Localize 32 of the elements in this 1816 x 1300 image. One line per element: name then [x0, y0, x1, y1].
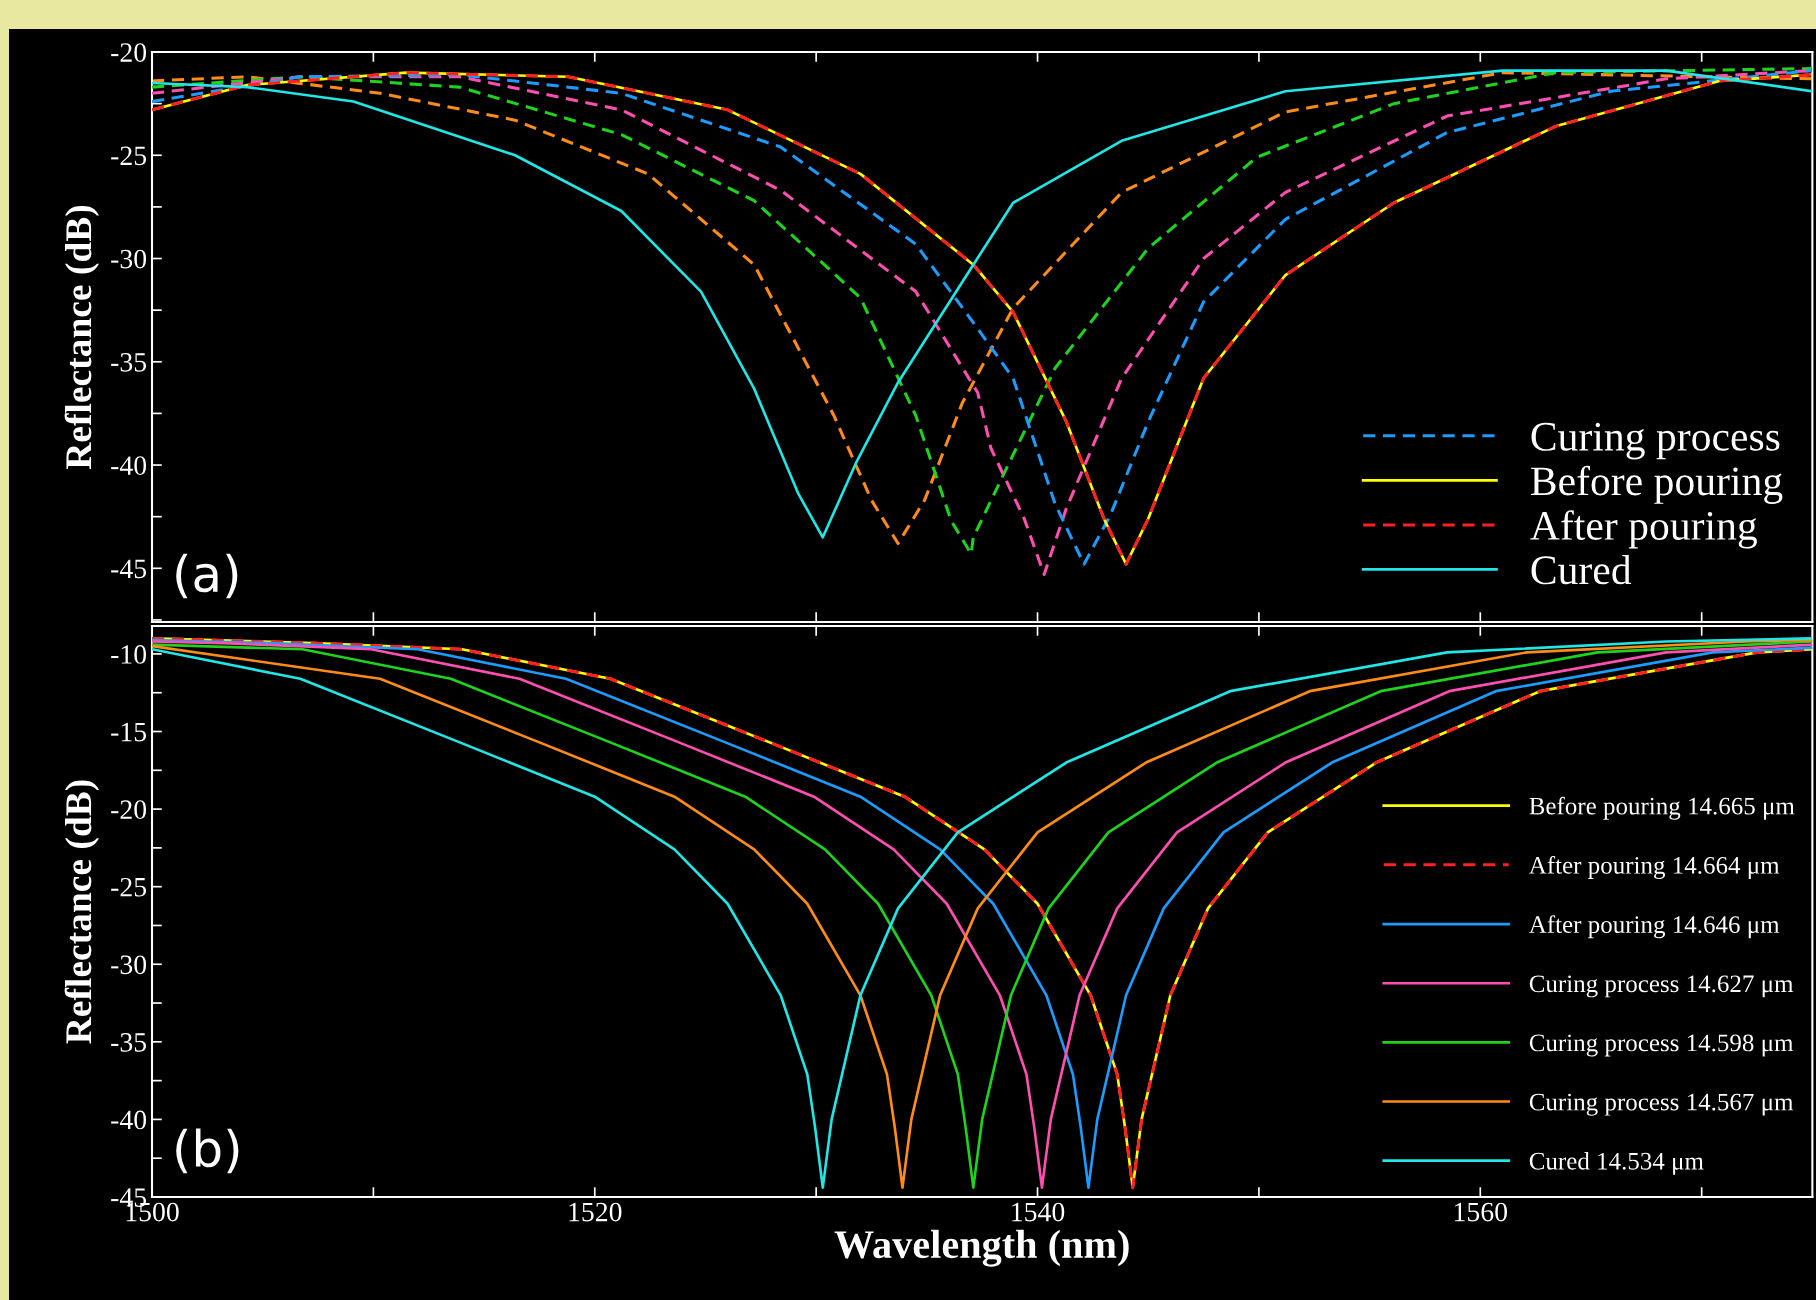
y-tick-label: -10	[111, 645, 147, 664]
legend-label: Curing process 14.598 μm	[1529, 1034, 1794, 1057]
legend-label: Curing process	[1531, 422, 1780, 460]
legend-label: Before pouring 14.665 μm	[1529, 796, 1795, 820]
y-axis-title: Reflectance (dB)	[64, 780, 99, 1044]
y-tick-label: -15	[111, 722, 147, 742]
y-tick-label: -40	[111, 1110, 147, 1130]
legend-label: Before pouring	[1531, 465, 1783, 504]
y-tick-label: -30	[111, 249, 147, 269]
y-tick-label: -30	[111, 955, 147, 975]
legend-label: After pouring 14.646 μm	[1528, 915, 1780, 939]
legend-label: After pouring	[1530, 510, 1757, 549]
y-tick-label: -25	[111, 146, 147, 166]
y-tick-label: -40	[111, 456, 147, 475]
legend-label: Curing process 14.567 μm	[1529, 1093, 1794, 1116]
legend-label: Cured 14.534 μm	[1529, 1152, 1704, 1175]
y-tick-label: -35	[111, 353, 147, 372]
y-axis-title: Reflectance (dB)	[64, 205, 99, 470]
y-tick-label: -35	[111, 1033, 147, 1052]
annotation: (b)	[176, 1128, 239, 1174]
legend-label: Cured	[1531, 555, 1632, 585]
x-tick-label: 1540	[1012, 1202, 1065, 1222]
x-axis-title: Wavelength (nm)	[834, 1229, 1129, 1267]
y-tick-label: -20	[111, 43, 147, 62]
annotation: (a)	[176, 553, 238, 599]
legend-label: After pouring 14.664 μm	[1528, 855, 1780, 879]
x-tick-label: 1560	[1454, 1202, 1508, 1222]
y-tick-label: -20	[111, 800, 147, 819]
x-tick-label: 1520	[569, 1202, 622, 1222]
legend-label: Curing process 14.627 μm	[1529, 975, 1794, 998]
y-tick-label: -45	[111, 559, 147, 579]
y-tick-label: -25	[111, 877, 147, 897]
